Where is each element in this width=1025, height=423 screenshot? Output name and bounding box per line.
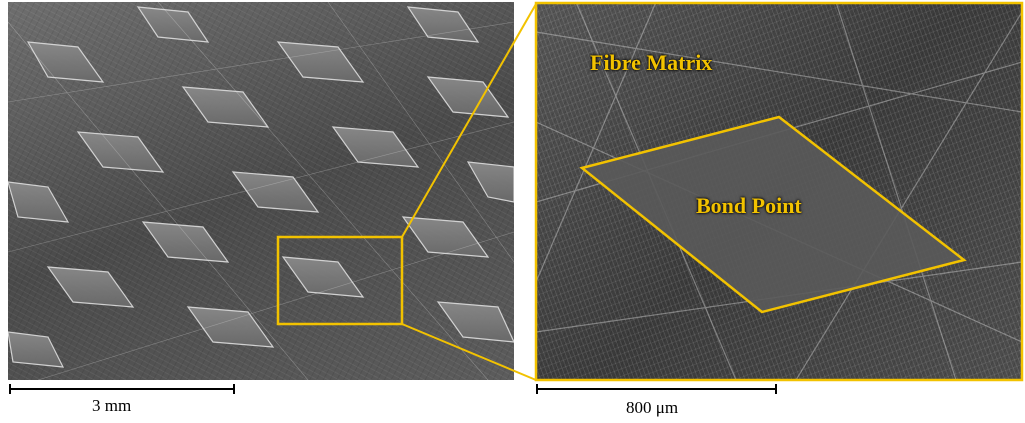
connector-line-bottom bbox=[401, 323, 537, 381]
scale-bar-left bbox=[9, 384, 235, 394]
bond-point-outline bbox=[579, 115, 967, 314]
sem-zoom-image bbox=[536, 2, 1022, 380]
connector-line-top bbox=[401, 3, 537, 238]
sem-overview-image bbox=[8, 2, 514, 380]
scale-bar-right bbox=[536, 384, 777, 394]
bond-point-region bbox=[582, 117, 964, 312]
fibre-matrix-label: Fibre Matrix bbox=[590, 50, 713, 75]
bond-point-label: Bond Point bbox=[696, 193, 802, 218]
scale-label-right: 800 μm bbox=[626, 398, 679, 417]
zoom-frame bbox=[534, 1, 1024, 382]
fibre-texture bbox=[536, 2, 1022, 380]
bond-point-pattern bbox=[8, 2, 514, 380]
scale-label-left: 3 mm bbox=[92, 396, 132, 415]
zoom-selection-box bbox=[276, 235, 404, 326]
